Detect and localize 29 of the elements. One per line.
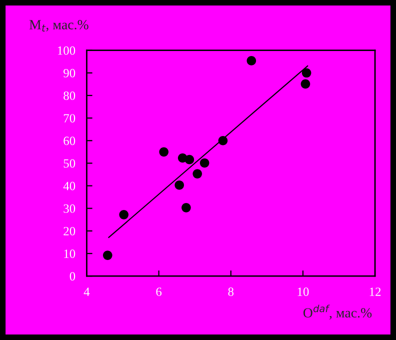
y-tick-label: 20 [64,226,76,236]
y-tick-label: 90 [64,68,76,78]
point [159,147,168,157]
point [200,158,210,168]
y-tick-label: 60 [64,136,76,146]
x-tick-label: 8 [228,288,234,296]
x-axis-title: O$^{daf}$, мас.% [303,304,372,320]
x-tick-label: 6 [156,288,162,296]
point [302,68,312,78]
y-tick-label: 40 [63,182,76,190]
y-tick-label: 70 [64,114,76,123]
x-tick-label: 4 [84,288,90,296]
x-tick-label: 10 [298,288,309,296]
point [246,56,256,66]
y-tick-label: 30 [64,204,76,213]
point [182,203,191,212]
y-tick-label: 80 [64,91,76,100]
point [102,250,112,260]
y-tick-label: 10 [64,250,76,258]
y-tick-label: 0 [70,272,76,281]
y-tick-label: 50 [64,159,76,168]
point [300,79,310,89]
y-tick-label: 100 [58,46,76,55]
point [184,154,194,164]
y-axis-title: M$_{t}$, мас.% [29,20,88,32]
point [119,210,128,220]
x-tick-label: 12 [370,288,381,296]
point [192,169,202,178]
point [174,180,184,190]
